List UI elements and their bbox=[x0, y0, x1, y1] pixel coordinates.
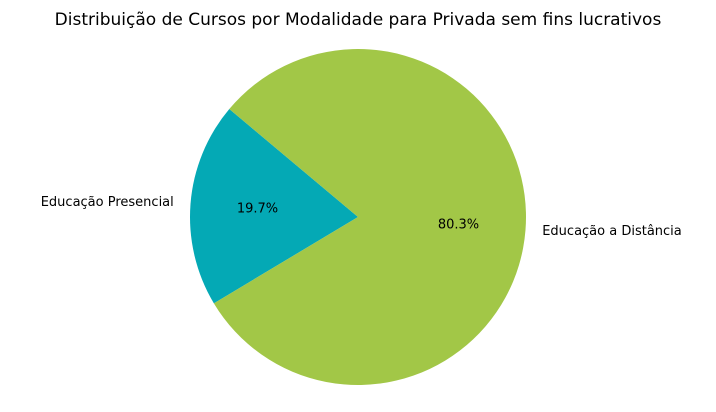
pie-slice-educacao-presencial bbox=[189, 109, 358, 304]
pie-labels: Educação Presencial 19.7% Educação a Distâ… bbox=[41, 195, 682, 239]
slice-label-educacao-a-distancia: Educação a Distância bbox=[542, 224, 682, 239]
percent-label-educacao-a-distancia: 80.3% bbox=[438, 217, 479, 232]
pie-slice-educacao-a-distancia bbox=[213, 48, 526, 385]
percent-label-educacao-presencial: 19.7% bbox=[237, 202, 278, 217]
pie-slices bbox=[189, 48, 526, 385]
chart-title: Distribuição de Cursos por Modalidade pa… bbox=[55, 10, 662, 30]
slice-label-educacao-presencial: Educação Presencial bbox=[41, 195, 174, 210]
